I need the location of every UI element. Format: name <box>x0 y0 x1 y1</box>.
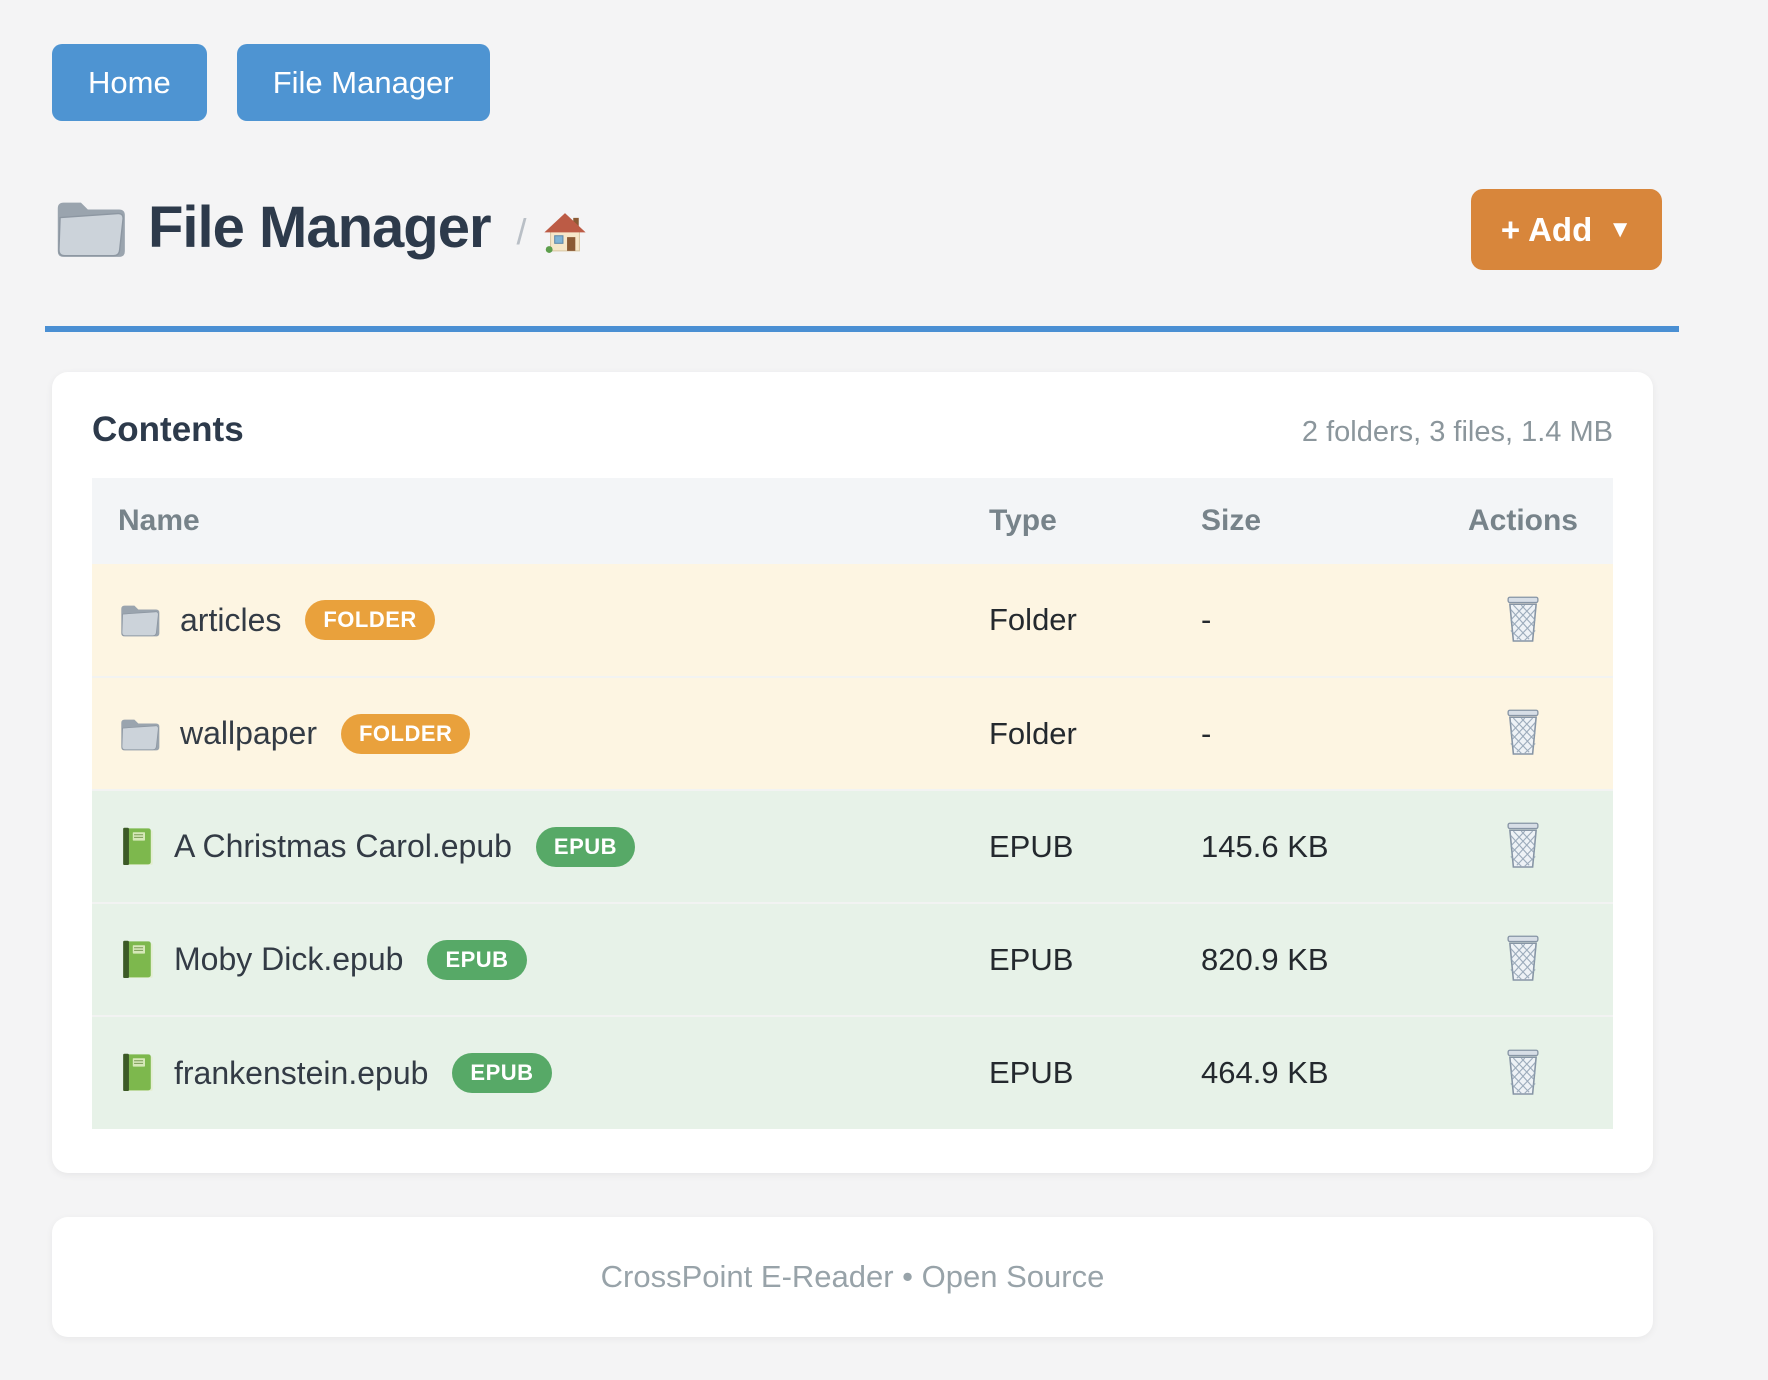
type-cell: Folder <box>989 602 1077 637</box>
folder-icon <box>118 715 160 753</box>
type-cell: EPUB <box>989 1055 1074 1090</box>
table-row-frankenstein: frankenstein.epub EPUB EPUB 464.9 KB <box>92 1016 1613 1129</box>
type-cell: EPUB <box>989 828 1074 864</box>
folder-icon <box>52 195 126 261</box>
file-name[interactable]: A Christmas Carol.epub <box>174 828 512 864</box>
home-button[interactable]: Home <box>52 44 207 121</box>
table-header-row: Name Type Size Actions <box>92 478 1613 564</box>
contents-card: Contents 2 folders, 3 files, 1.4 MB Name… <box>52 372 1653 1173</box>
page-header: File Manager / + Add ▼ <box>52 185 1662 270</box>
epub-badge: EPUB <box>427 939 527 980</box>
column-header-actions: Actions <box>1467 504 1578 537</box>
folder-icon <box>118 601 160 639</box>
top-nav: Home File Manager <box>52 44 1662 121</box>
epub-badge: EPUB <box>452 1053 552 1093</box>
file-name[interactable]: frankenstein.epub <box>174 1054 429 1091</box>
delete-button[interactable] <box>1498 1044 1548 1102</box>
footer-card: CrossPoint E-Reader • Open Source <box>52 1217 1653 1337</box>
epub-badge: EPUB <box>535 826 636 867</box>
size-cell: 820.9 KB <box>1201 941 1329 977</box>
title-wrap: File Manager <box>52 194 492 261</box>
size-cell: 464.9 KB <box>1201 1055 1329 1090</box>
delete-button[interactable] <box>1498 817 1548 875</box>
file-name[interactable]: articles <box>180 601 282 638</box>
table-row-wallpaper: wallpaper FOLDER Folder - <box>92 677 1613 790</box>
title-divider <box>45 326 1679 332</box>
page-container: Home File Manager File Manager / <box>45 44 1679 1337</box>
home-breadcrumb-icon[interactable] <box>543 211 587 255</box>
contents-heading: Contents <box>92 410 244 449</box>
table-row-moby-dick: Moby Dick.epub EPUB EPUB 820.9 KB <box>92 903 1613 1016</box>
footer-text: CrossPoint E-Reader • Open Source <box>600 1259 1105 1294</box>
green-book-icon <box>118 826 154 868</box>
table-row-articles: articles FOLDER Folder - <box>92 564 1613 677</box>
size-cell: - <box>1201 602 1212 637</box>
delete-button[interactable] <box>1498 930 1548 988</box>
green-book-icon <box>118 1052 154 1094</box>
green-book-icon <box>118 939 154 981</box>
type-cell: Folder <box>989 715 1077 751</box>
breadcrumb-separator: / <box>516 210 527 252</box>
file-name[interactable]: Moby Dick.epub <box>174 941 404 977</box>
column-header-type: Type <box>989 504 1057 537</box>
add-button-label: + Add <box>1500 211 1593 248</box>
contents-summary: 2 folders, 3 files, 1.4 MB <box>1301 416 1613 448</box>
table-row-christmas-carol: A Christmas Carol.epub EPUB EPUB 145.6 K… <box>92 790 1613 903</box>
type-cell: EPUB <box>989 941 1074 977</box>
file-manager-button[interactable]: File Manager <box>236 44 490 121</box>
add-button[interactable]: + Add ▼ <box>1470 189 1662 270</box>
column-header-name: Name <box>118 504 200 537</box>
file-name[interactable]: wallpaper <box>180 715 317 751</box>
size-cell: - <box>1201 715 1212 751</box>
file-table: Name Type Size Actions articles FOLDER F <box>92 478 1613 1129</box>
delete-button[interactable] <box>1498 591 1548 649</box>
delete-button[interactable] <box>1498 704 1548 762</box>
page-title: File Manager <box>148 195 492 260</box>
folder-badge: FOLDER <box>305 600 435 640</box>
size-cell: 145.6 KB <box>1201 828 1329 864</box>
chevron-down-icon: ▼ <box>1608 215 1632 243</box>
folder-badge: FOLDER <box>340 713 471 754</box>
column-header-size: Size <box>1201 504 1262 537</box>
card-header: Contents 2 folders, 3 files, 1.4 MB <box>92 410 1613 450</box>
